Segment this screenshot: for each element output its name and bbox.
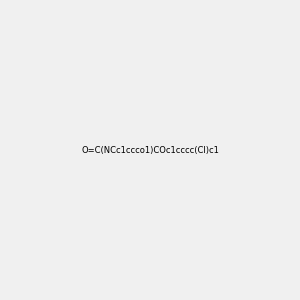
Text: O=C(NCc1ccco1)COc1cccc(Cl)c1: O=C(NCc1ccco1)COc1cccc(Cl)c1 [81, 146, 219, 154]
